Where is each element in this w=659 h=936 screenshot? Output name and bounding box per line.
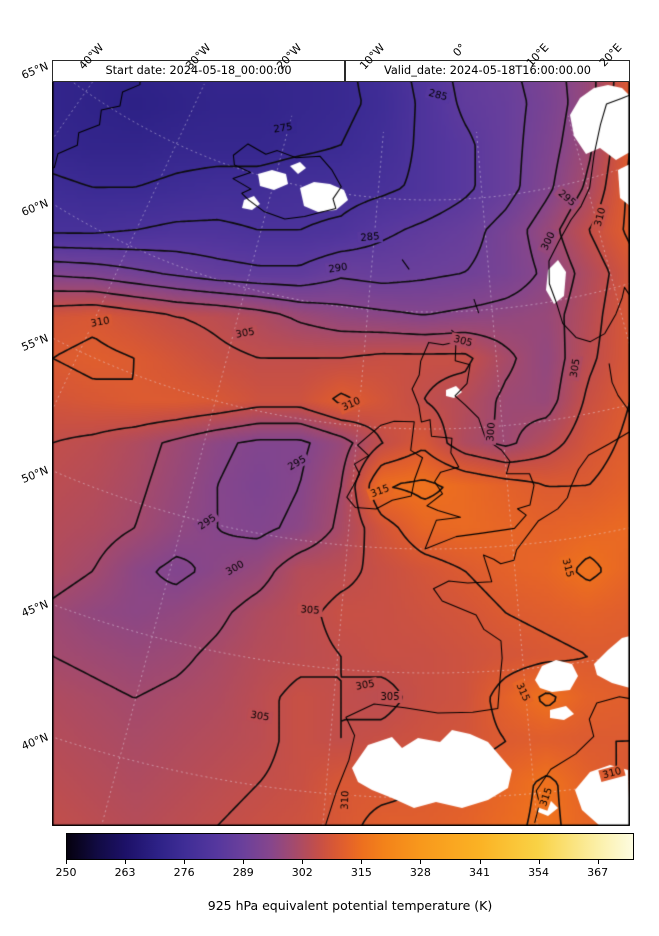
colorbar-tick bbox=[597, 860, 599, 864]
colorbar-tick bbox=[538, 860, 540, 864]
lat-axis-label: 45°N bbox=[19, 597, 51, 621]
lat-axis-label: 55°N bbox=[19, 331, 51, 354]
colorbar-tick bbox=[302, 860, 304, 864]
colorbar-label: 925 hPa equivalent potential temperature… bbox=[207, 898, 493, 913]
colorbar-tick-label: 328 bbox=[409, 866, 431, 879]
colorbar-tick bbox=[125, 860, 127, 864]
lat-axis-label: 60°N bbox=[19, 196, 51, 220]
colorbar-tick-label: 341 bbox=[469, 866, 490, 879]
map-area: Start date: 2024-05-18_00:00:00 Valid_da… bbox=[52, 60, 630, 826]
colorbar-tick bbox=[66, 860, 67, 864]
colorbar-tick-label: 263 bbox=[114, 866, 136, 879]
lat-axis-label: 65°N bbox=[19, 59, 51, 82]
start-date-annotation: Start date: 2024-05-18_00:00:00 bbox=[52, 60, 345, 82]
colorbar-tick-label: 302 bbox=[291, 866, 313, 879]
colorbar-tick-label: 276 bbox=[173, 866, 195, 879]
colorbar-tick-label: 367 bbox=[587, 866, 609, 879]
lat-axis-label: 40°N bbox=[19, 730, 51, 753]
colorbar-tick bbox=[479, 860, 481, 864]
colorbar-tick-label: 315 bbox=[350, 866, 372, 879]
lon-axis-label: 0° bbox=[450, 41, 469, 60]
colorbar-tick-label: 354 bbox=[528, 866, 550, 879]
lat-axis-label: 50°N bbox=[19, 463, 51, 487]
map-canvas bbox=[52, 60, 630, 826]
colorbar-tick bbox=[361, 860, 363, 864]
colorbar-tick-label: 250 bbox=[55, 866, 77, 879]
colorbar-tick-label: 289 bbox=[232, 866, 254, 879]
colorbar-tick bbox=[243, 860, 245, 864]
colorbar-tick bbox=[420, 860, 422, 864]
valid-date-annotation: Valid_date: 2024-05-18T16:00:00.00 bbox=[345, 60, 630, 82]
colorbar bbox=[66, 833, 634, 860]
colorbar-tick bbox=[184, 860, 186, 864]
